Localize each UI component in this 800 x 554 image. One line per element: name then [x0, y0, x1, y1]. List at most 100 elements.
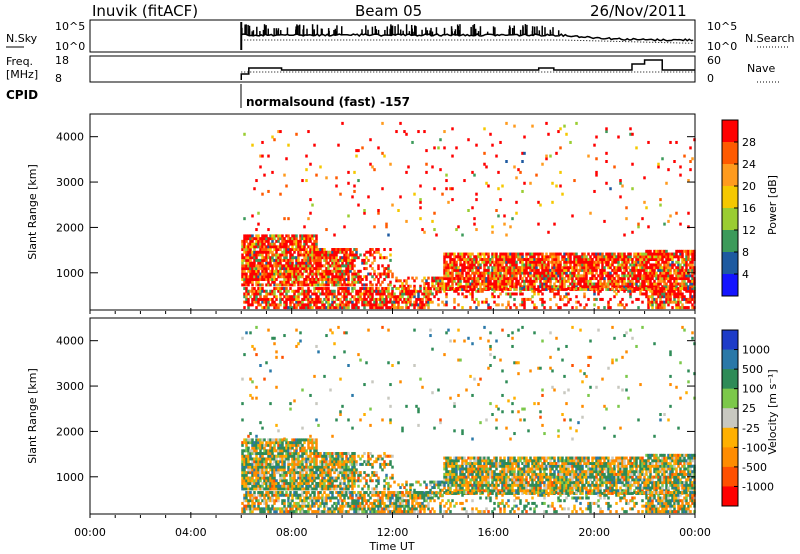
heat-cell	[427, 287, 430, 291]
heat-cell	[279, 256, 282, 260]
heat-cell	[413, 303, 416, 307]
heat-cell	[313, 493, 316, 497]
heat-cell	[351, 306, 354, 310]
heat-cell	[307, 275, 310, 279]
heat-cell	[279, 468, 282, 472]
heat-cell	[355, 149, 358, 153]
heat-cell	[645, 260, 648, 264]
heat-cell	[677, 268, 680, 272]
heat-cell	[611, 274, 614, 278]
heat-cell	[299, 237, 302, 241]
heat-cell	[321, 487, 324, 491]
heat-cell	[315, 476, 318, 480]
heat-cell	[287, 264, 290, 268]
heat-cell	[275, 493, 278, 497]
heat-cell	[617, 282, 620, 286]
heat-cell	[275, 449, 278, 453]
heat-cell	[645, 263, 648, 267]
heat-cell	[277, 465, 280, 469]
heat-cell	[511, 268, 514, 272]
heat-cell	[651, 282, 654, 286]
heat-cell	[295, 344, 298, 348]
heat-cell	[521, 255, 524, 259]
heat-cell	[521, 277, 524, 281]
heat-cell	[343, 297, 346, 301]
heat-cell	[535, 263, 538, 267]
heat-cell	[317, 481, 320, 485]
heat-cell	[353, 297, 356, 301]
heat-cell	[675, 285, 678, 289]
heat-cell	[463, 295, 466, 299]
heat-cell	[303, 487, 306, 491]
heat-cell	[313, 491, 316, 495]
heat-cell	[347, 256, 350, 260]
heat-cell	[323, 487, 326, 491]
heat-cell	[593, 189, 596, 193]
heat-cell	[629, 274, 632, 278]
heat-cell	[293, 468, 296, 472]
heat-cell	[549, 252, 552, 256]
heat-cell	[545, 121, 548, 125]
heat-cell	[527, 279, 530, 283]
heat-cell	[649, 268, 652, 272]
heat-cell	[501, 184, 504, 188]
heat-cell	[467, 258, 470, 261]
heat-cell	[551, 263, 554, 267]
heat-cell	[335, 496, 338, 500]
heat-cell	[519, 277, 522, 281]
heat-cell	[315, 499, 318, 503]
heat-cell	[385, 256, 388, 260]
heat-cell	[655, 297, 658, 301]
heat-cell	[319, 479, 322, 483]
heat-cell	[587, 260, 590, 264]
heat-cell	[243, 507, 246, 511]
heat-cell	[323, 256, 326, 260]
heat-cell	[495, 260, 498, 264]
heat-cell	[623, 255, 626, 259]
heat-cell	[551, 260, 554, 264]
heat-cell	[301, 460, 304, 464]
heat-cell	[447, 268, 450, 272]
heat-cell	[257, 476, 260, 480]
heat-cell	[305, 465, 308, 469]
heat-cell	[245, 292, 248, 296]
heat-cell	[551, 255, 554, 259]
heat-cell	[351, 295, 354, 299]
heat-cell	[293, 462, 296, 466]
heat-cell	[681, 306, 684, 310]
heat-cell	[431, 284, 434, 288]
heat-cell	[613, 266, 616, 270]
heat-cell	[299, 250, 302, 254]
heat-cell	[249, 496, 252, 500]
heat-cell	[321, 473, 324, 477]
heat-cell	[351, 303, 354, 307]
heat-cell	[253, 457, 256, 461]
heat-cell	[361, 303, 364, 307]
heat-cell	[661, 249, 664, 253]
heat-cell	[445, 263, 448, 267]
heat-cell	[259, 501, 262, 505]
heat-cell	[391, 300, 394, 304]
heat-cell	[243, 239, 246, 243]
heat-cell	[683, 271, 686, 275]
heat-cell	[629, 295, 632, 299]
heat-cell	[687, 297, 690, 301]
heat-cell	[645, 252, 648, 256]
heat-cell	[389, 297, 392, 301]
heat-cell	[363, 306, 366, 310]
heat-cell	[281, 507, 284, 511]
heat-cell	[549, 277, 552, 281]
heat-cell	[367, 289, 370, 293]
heat-cell	[493, 295, 496, 299]
heat-cell	[481, 260, 484, 264]
heat-cell	[257, 275, 260, 279]
heat-cell	[657, 165, 660, 169]
heat-cell	[289, 264, 292, 268]
heat-cell	[373, 306, 376, 310]
heat-cell	[243, 504, 246, 508]
heat-cell	[639, 263, 642, 267]
heat-cell	[271, 473, 274, 477]
heat-cell	[243, 264, 246, 268]
heat-cell	[299, 275, 302, 279]
heat-cell	[525, 266, 528, 270]
